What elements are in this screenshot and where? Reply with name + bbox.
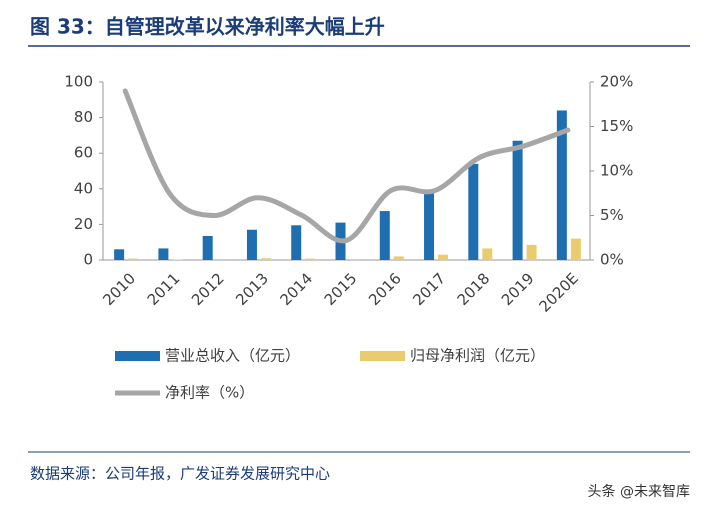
watermark: 头条 @未来智库 bbox=[588, 483, 690, 500]
bar bbox=[556, 110, 567, 260]
bar bbox=[128, 258, 139, 260]
bar bbox=[172, 259, 183, 260]
y-tick-label: 100 bbox=[64, 73, 93, 91]
chart-title: 图 33：自管理改革以来净利率大幅上升 bbox=[30, 15, 385, 39]
legend-label: 归母净利润（亿元） bbox=[410, 347, 545, 365]
bar bbox=[114, 249, 125, 260]
y2-tick-label: 15% bbox=[600, 117, 633, 135]
bar bbox=[202, 235, 213, 260]
bar bbox=[216, 259, 227, 260]
bar bbox=[349, 259, 360, 260]
bar bbox=[305, 258, 316, 260]
y-tick-label: 20 bbox=[74, 215, 93, 233]
bar bbox=[424, 192, 435, 260]
y2-tick-label: 0% bbox=[600, 251, 624, 269]
bar bbox=[246, 229, 257, 260]
line bbox=[122, 88, 571, 244]
y-tick-label: 0 bbox=[83, 251, 93, 269]
bar bbox=[512, 140, 523, 260]
y-tick-label: 60 bbox=[74, 144, 93, 162]
legend-swatch bbox=[360, 351, 405, 361]
source: 数据来源：公司年报，广发证券发展研究中心 bbox=[30, 465, 330, 483]
y2-tick-label: 20% bbox=[600, 73, 633, 91]
bar bbox=[438, 254, 449, 260]
legend-label: 净利率（%） bbox=[165, 384, 254, 402]
y2-tick-label: 10% bbox=[600, 162, 633, 180]
bar bbox=[379, 211, 390, 260]
bar bbox=[526, 244, 537, 260]
bar bbox=[291, 225, 302, 260]
bar bbox=[570, 238, 581, 260]
bar bbox=[468, 163, 479, 260]
bar bbox=[393, 256, 404, 260]
legend-label: 营业总收入（亿元） bbox=[165, 347, 300, 365]
bar bbox=[260, 258, 271, 260]
bar bbox=[482, 248, 493, 260]
bar bbox=[158, 248, 169, 260]
y-tick-label: 40 bbox=[74, 179, 93, 197]
y-tick-label: 80 bbox=[74, 108, 93, 126]
legend-swatch bbox=[115, 351, 160, 361]
y2-tick-label: 5% bbox=[600, 206, 624, 224]
